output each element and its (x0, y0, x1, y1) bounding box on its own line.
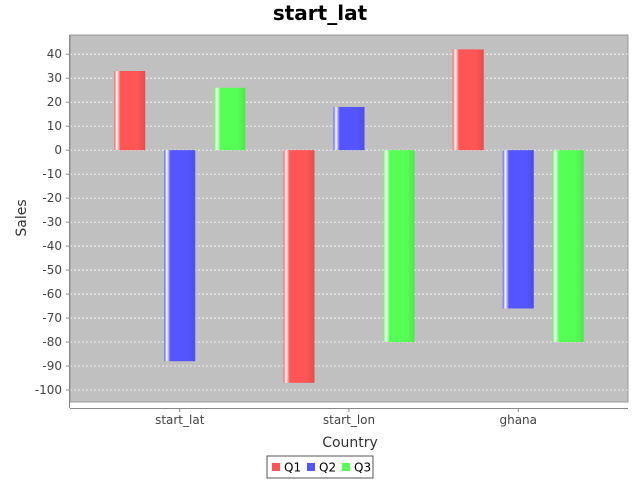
bar-q2-ghana (502, 150, 534, 309)
plot-area (70, 35, 628, 402)
bar-q1-start-lat (114, 70, 146, 151)
y-axis-label: Sales (14, 199, 30, 236)
gridlines (70, 53, 628, 391)
x-tick-label: ghana (499, 413, 537, 427)
y-tick-label: -40 (42, 239, 62, 253)
legend-entry: Q2 (319, 461, 336, 475)
bars (114, 49, 584, 383)
plot-border (69, 34, 629, 403)
y-tick-label: -30 (42, 215, 62, 229)
y-tick-label: 10 (47, 119, 62, 133)
x-tick-label: start_lat (155, 413, 205, 427)
legend-swatch (307, 463, 315, 471)
y-tick-label: -60 (42, 287, 62, 301)
x-axis-ticks: start_lat start_lon ghana (155, 408, 537, 427)
y-tick-label: 30 (47, 71, 62, 85)
bar-q2-start-lat (164, 150, 196, 362)
bar-q1-ghana (452, 49, 484, 151)
y-axis-ticks: 40 30 20 10 0 -10 -20 -30 -40 -50 -60 -70 -80 -90 -100 (35, 47, 70, 397)
x-tick-label: start_lon (323, 413, 375, 427)
legend-box (266, 455, 374, 479)
y-tick-label: -20 (42, 191, 62, 205)
y-tick-label: 0 (54, 143, 62, 157)
bar-q3-start-lon (383, 150, 415, 343)
y-tick-label: -70 (42, 311, 62, 325)
chart-title: start_lat (273, 1, 368, 25)
bar-q3-ghana (552, 150, 584, 343)
y-tick-label: -10 (42, 167, 62, 181)
legend: Q1 Q2 Q3 (266, 455, 374, 479)
y-tick-label: -50 (42, 263, 62, 277)
y-tick-label: -80 (42, 335, 62, 349)
bar-q2-start-lon (333, 106, 365, 151)
y-tick-label: -100 (35, 383, 62, 397)
x-axis-label: Country (322, 435, 378, 451)
y-tick-label: 20 (47, 95, 62, 109)
legend-entry: Q3 (354, 461, 371, 475)
y-tick-label: 40 (47, 47, 62, 61)
y-tick-label: -90 (42, 359, 62, 373)
legend-swatch (272, 463, 280, 471)
bar-q1-start-lon (283, 150, 315, 383)
bar-q3-start-lat (214, 87, 246, 151)
legend-entry: Q1 (284, 461, 301, 475)
legend-swatch (342, 463, 350, 471)
